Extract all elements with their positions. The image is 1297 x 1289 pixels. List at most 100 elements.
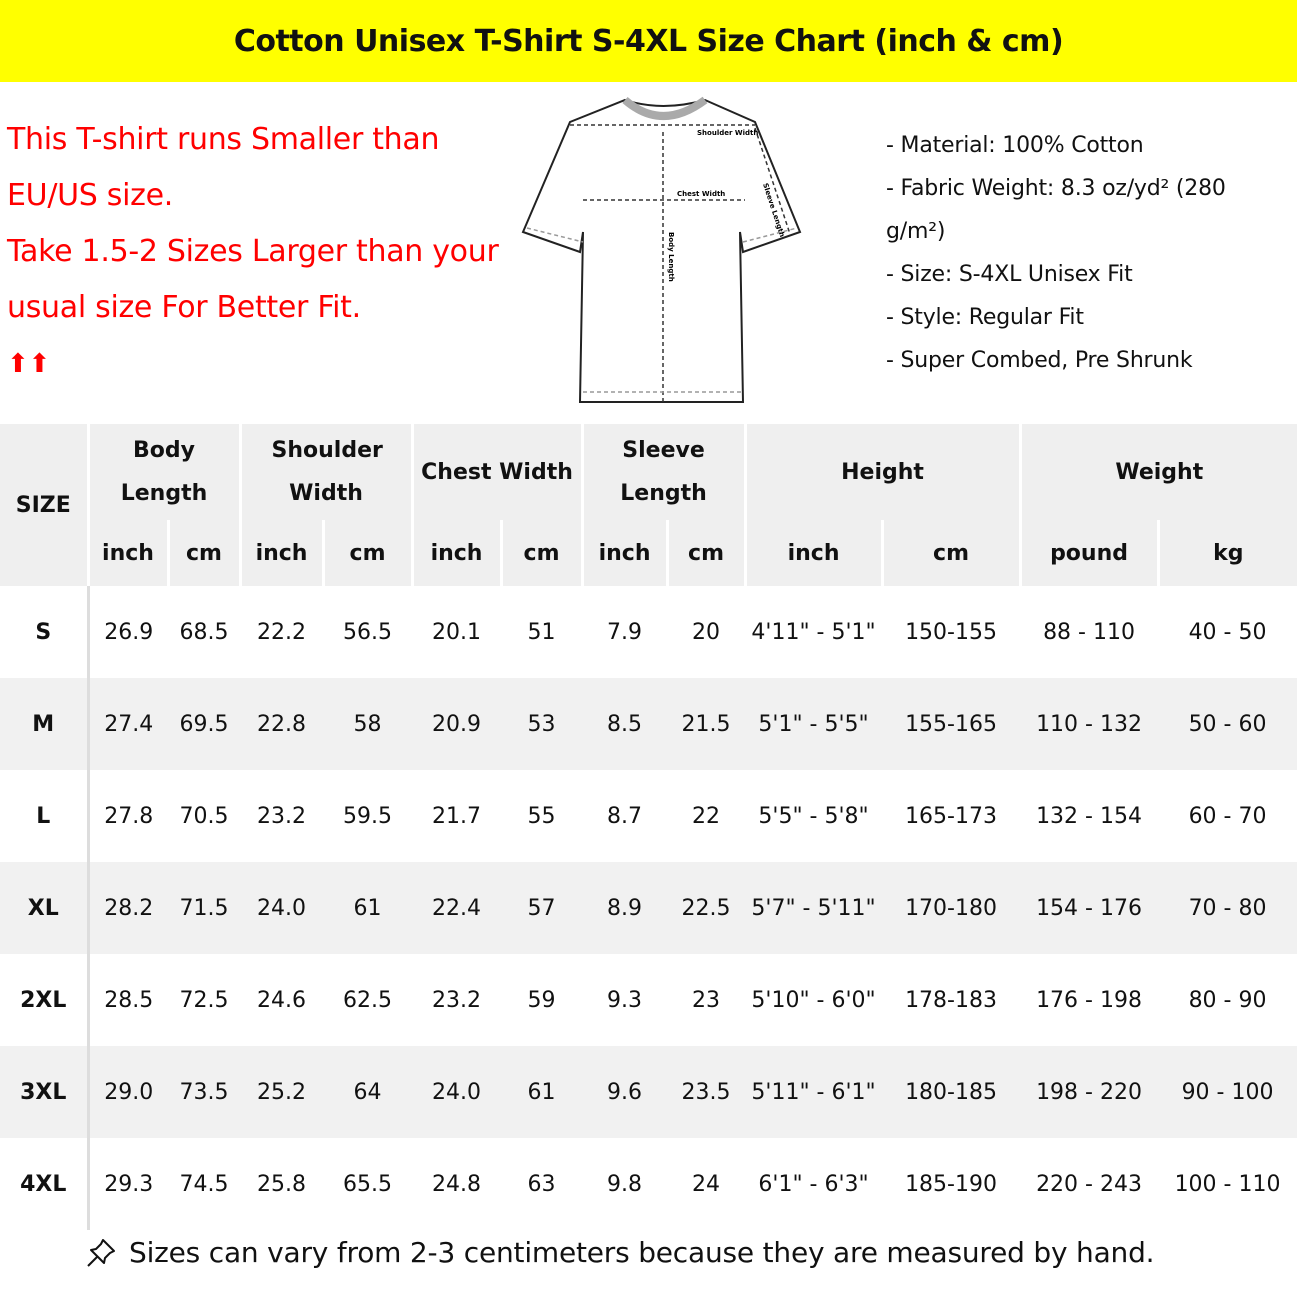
value-cell: 88 - 110 — [1043, 619, 1135, 645]
value-cell: 21.5 — [667, 678, 746, 770]
unit-header: inch — [580, 520, 668, 586]
value-cell: 60 - 70 — [1188, 803, 1267, 829]
value-cell: 165-173 — [905, 803, 997, 829]
value-cell: 9.3 — [607, 987, 643, 1013]
value-cell: 70 - 80 — [1158, 862, 1297, 954]
group-header: Height — [743, 424, 1021, 520]
value-cell: 23.5 — [667, 1046, 746, 1138]
table-row: 3XL 29.0 73.5 25.2 64 24.0 61 9.6 23.5 5'11" - 6'… — [0, 1046, 1297, 1138]
value-cell: 27.8 — [104, 803, 154, 829]
value-cell: 24.8 — [432, 1171, 481, 1197]
unit-header: kg — [1156, 520, 1297, 586]
spec-item: - Style: Regular Fit — [886, 305, 1084, 330]
value-cell: 20.1 — [432, 619, 481, 645]
value-cell: 58 — [323, 678, 413, 770]
value-cell: 8.7 — [607, 803, 643, 829]
group-header: Sleeve Length — [580, 424, 746, 520]
value-cell: 178-183 — [905, 987, 997, 1013]
value-cell: 198 - 220 — [1020, 1046, 1159, 1138]
value-cell: 64 — [323, 1046, 413, 1138]
value-cell: 65.5 — [343, 1171, 392, 1197]
spec-list: - Material: 100% Cotton - Fabric Weight:… — [886, 124, 1286, 382]
value-cell: 5'11" - 6'1" — [745, 1046, 883, 1138]
value-cell: 61 — [323, 862, 413, 954]
value-cell: 69.5 — [168, 678, 241, 770]
value-cell: 24.0 — [412, 1046, 502, 1138]
value-cell: 170-180 — [882, 862, 1021, 954]
spec-item: - Material: 100% Cotton — [886, 133, 1144, 158]
size-cell: 2XL — [0, 954, 90, 1046]
value-cell: 22.4 — [412, 862, 502, 954]
value-cell: 23.2 — [432, 987, 481, 1013]
value-cell: 28.5 — [104, 987, 154, 1013]
spec-item: - Fabric Weight: 8.3 oz/yd² (280 g/m²) — [886, 176, 1226, 244]
value-cell: 74.5 — [179, 1171, 229, 1197]
value-cell: 23 — [692, 987, 721, 1013]
value-cell: 68.5 — [179, 619, 229, 645]
value-cell: 4'11" - 5'1" — [751, 619, 876, 645]
value-cell: 23.2 — [257, 803, 306, 829]
value-cell: 50 - 60 — [1158, 678, 1297, 770]
value-cell: 150-155 — [905, 619, 997, 645]
unit-header: cm — [166, 520, 241, 586]
pushpin-icon — [87, 1238, 115, 1267]
value-cell: 59.5 — [343, 803, 392, 829]
page-title: Cotton Unisex T-Shirt S-4XL Size Chart (… — [0, 0, 1297, 82]
value-cell: 22.8 — [240, 678, 324, 770]
value-cell: 56.5 — [343, 619, 392, 645]
unit-header: cm — [665, 520, 746, 586]
value-cell: 57 — [501, 862, 583, 954]
value-cell: 180-185 — [882, 1046, 1021, 1138]
table-row: 4XL 29.3 74.5 25.8 65.5 24.8 63 9.8 24 6'1" - 6'3… — [0, 1138, 1297, 1230]
value-cell: 9.8 — [607, 1171, 643, 1197]
arrow-up-icons: ⬆⬆ — [7, 349, 50, 379]
tshirt-diagram: Shoulder Width Chest Width Sleeve Length… — [521, 96, 802, 404]
shoulder-width-label: Shoulder Width — [697, 129, 758, 137]
value-cell: 110 - 132 — [1020, 678, 1159, 770]
value-cell: 51 — [527, 619, 556, 645]
size-cell: L — [0, 770, 90, 862]
value-cell: 73.5 — [168, 1046, 241, 1138]
value-cell: 5'5" - 5'8" — [758, 803, 869, 829]
value-cell: 55 — [527, 803, 556, 829]
value-cell: 5'10" - 6'0" — [751, 987, 876, 1013]
chest-width-label: Chest Width — [677, 190, 725, 198]
size-cell: 3XL — [0, 1046, 90, 1138]
value-cell: 59 — [527, 987, 556, 1013]
value-cell: 20 — [692, 619, 721, 645]
value-cell: 25.8 — [257, 1171, 306, 1197]
value-cell: 28.2 — [88, 862, 168, 954]
value-cell: 176 - 198 — [1036, 987, 1142, 1013]
value-cell: 5'7" - 5'11" — [745, 862, 883, 954]
value-cell: 40 - 50 — [1188, 619, 1267, 645]
value-cell: 5'1" - 5'5" — [745, 678, 883, 770]
value-cell: 29.0 — [88, 1046, 168, 1138]
value-cell: 24.0 — [240, 862, 324, 954]
unit-header: cm — [499, 520, 583, 586]
value-cell: 29.3 — [104, 1171, 154, 1197]
value-cell: 8.9 — [582, 862, 668, 954]
value-cell: 53 — [501, 678, 583, 770]
unit-header: inch — [410, 520, 502, 586]
value-cell: 6'1" - 6'3" — [758, 1171, 869, 1197]
value-cell: 90 - 100 — [1158, 1046, 1297, 1138]
warning-line-2: Take 1.5-2 Sizes Larger than your usual … — [7, 234, 499, 325]
table-row: XL 28.2 71.5 24.0 61 22.4 57 8.9 22.5 5'7" - 5'11… — [0, 862, 1297, 954]
value-cell: 7.9 — [607, 619, 643, 645]
body-length-label: Body Length — [667, 232, 675, 282]
value-cell: 132 - 154 — [1036, 803, 1142, 829]
value-cell: 24.6 — [257, 987, 306, 1013]
table-row: S 26.9 68.5 22.2 56.5 20.1 51 7.9 20 4'11" - 5'1"… — [0, 586, 1297, 678]
value-cell: 185-190 — [905, 1171, 997, 1197]
value-cell: 24 — [692, 1171, 721, 1197]
value-cell: 100 - 110 — [1174, 1171, 1281, 1197]
group-header: Chest Width — [410, 424, 583, 520]
value-cell: 71.5 — [168, 862, 241, 954]
value-cell: 9.6 — [582, 1046, 668, 1138]
value-cell: 22.5 — [667, 862, 746, 954]
note-text: Sizes can vary from 2-3 centimeters beca… — [129, 1236, 1155, 1269]
size-warning: This T-shirt runs Smaller than EU/US siz… — [7, 112, 507, 392]
value-cell: 61 — [501, 1046, 583, 1138]
value-cell: 80 - 90 — [1188, 987, 1267, 1013]
measurement-note: Sizes can vary from 2-3 centimeters beca… — [85, 1236, 1155, 1269]
